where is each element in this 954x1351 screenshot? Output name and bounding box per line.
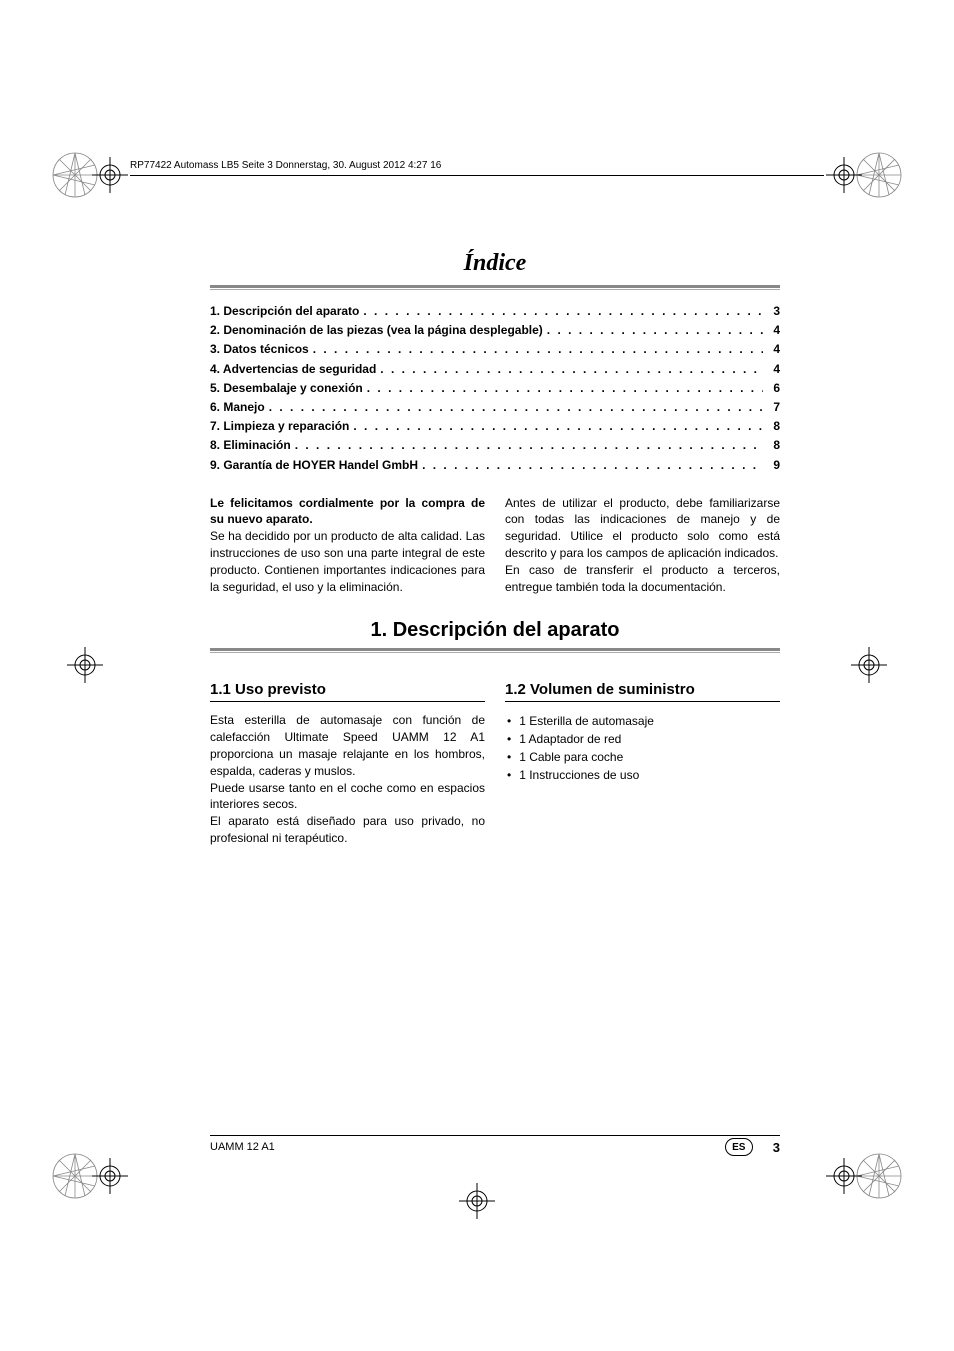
subsection-rule bbox=[210, 701, 485, 702]
section-underline bbox=[210, 648, 780, 653]
toc-item: 5. Desembalaje y conexión . . . . . . . … bbox=[210, 379, 780, 398]
toc-label: 3. Datos técnicos bbox=[210, 340, 309, 359]
language-badge: ES bbox=[725, 1138, 753, 1156]
toc-page: 8 bbox=[767, 417, 780, 436]
intro-paragraph: Antes de utilizar el producto, debe fami… bbox=[505, 495, 780, 562]
page-title: Índice bbox=[210, 250, 780, 277]
register-mark bbox=[849, 645, 889, 685]
toc-dots: . . . . . . . . . . . . . . . . . . . . … bbox=[380, 360, 763, 379]
list-item-text: 1 Cable para coche bbox=[519, 748, 623, 766]
toc-item: 9. Garantía de HOYER Handel GmbH . . . .… bbox=[210, 456, 780, 475]
toc-label: 8. Eliminación bbox=[210, 436, 291, 455]
toc-page: 4 bbox=[767, 340, 780, 359]
table-of-contents: 1. Descripción del aparato . . . . . . .… bbox=[210, 302, 780, 475]
toc-item: 1. Descripción del aparato . . . . . . .… bbox=[210, 302, 780, 321]
subsection-rule bbox=[505, 701, 780, 702]
toc-label: 1. Descripción del aparato bbox=[210, 302, 359, 321]
toc-item: 7. Limpieza y reparación . . . . . . . .… bbox=[210, 417, 780, 436]
toc-item: 6. Manejo . . . . . . . . . . . . . . . … bbox=[210, 398, 780, 417]
toc-page: 4 bbox=[767, 321, 780, 340]
toc-label: 6. Manejo bbox=[210, 398, 265, 417]
register-mark bbox=[457, 1181, 497, 1221]
page-footer: UAMM 12 A1 ES 3 bbox=[210, 1138, 780, 1156]
intro-paragraph: En caso de transferir el producto a terc… bbox=[505, 562, 780, 596]
register-mark bbox=[65, 645, 105, 685]
header-rule bbox=[130, 175, 824, 176]
intro-bold: Le felicitamos cordialmente por la compr… bbox=[210, 496, 485, 527]
subsection-scope-of-delivery: 1.2 Volumen de suministro •1 Esterilla d… bbox=[505, 681, 780, 846]
body-paragraph: Puede usarse tanto en el coche como en e… bbox=[210, 780, 485, 814]
toc-label: 2. Denominación de las piezas (vea la pá… bbox=[210, 321, 543, 340]
supply-list: •1 Esterilla de automasaje •1 Adaptador … bbox=[505, 712, 780, 784]
toc-page: 3 bbox=[767, 302, 780, 321]
body-paragraph: Esta esterilla de automasaje con función… bbox=[210, 712, 485, 779]
toc-item: 8. Eliminación . . . . . . . . . . . . .… bbox=[210, 436, 780, 455]
toc-dots: . . . . . . . . . . . . . . . . . . . . … bbox=[367, 379, 764, 398]
list-item-text: 1 Adaptador de red bbox=[519, 730, 621, 748]
toc-item: 2. Denominación de las piezas (vea la pá… bbox=[210, 321, 780, 340]
list-item-text: 1 Esterilla de automasaje bbox=[519, 712, 654, 730]
subsection-intended-use: 1.1 Uso previsto Esta esterilla de autom… bbox=[210, 681, 485, 846]
intro-paragraph: Se ha decidido por un producto de alta c… bbox=[210, 528, 485, 595]
toc-page: 6 bbox=[767, 379, 780, 398]
toc-dots: . . . . . . . . . . . . . . . . . . . . … bbox=[547, 321, 764, 340]
list-item: •1 Esterilla de automasaje bbox=[505, 712, 780, 730]
intro-text: Le felicitamos cordialmente por la compr… bbox=[210, 495, 780, 596]
subsection-heading: 1.1 Uso previsto bbox=[210, 681, 485, 698]
toc-dots: . . . . . . . . . . . . . . . . . . . . … bbox=[353, 417, 763, 436]
title-underline bbox=[210, 285, 780, 290]
list-item: •1 Instrucciones de uso bbox=[505, 766, 780, 784]
register-mark bbox=[824, 1156, 864, 1196]
toc-dots: . . . . . . . . . . . . . . . . . . . . … bbox=[269, 398, 764, 417]
register-mark bbox=[824, 155, 864, 195]
toc-dots: . . . . . . . . . . . . . . . . . . . . … bbox=[313, 340, 764, 359]
toc-dots: . . . . . . . . . . . . . . . . . . . . … bbox=[363, 302, 763, 321]
print-header: RP77422 Automass LB5 Seite 3 Donnerstag,… bbox=[130, 160, 441, 171]
list-item: •1 Cable para coche bbox=[505, 748, 780, 766]
toc-item: 4. Advertencias de seguridad . . . . . .… bbox=[210, 360, 780, 379]
toc-page: 7 bbox=[767, 398, 780, 417]
toc-item: 3. Datos técnicos . . . . . . . . . . . … bbox=[210, 340, 780, 359]
toc-dots: . . . . . . . . . . . . . . . . . . . . … bbox=[422, 456, 763, 475]
list-item: •1 Adaptador de red bbox=[505, 730, 780, 748]
register-mark bbox=[90, 155, 130, 195]
toc-page: 8 bbox=[767, 436, 780, 455]
toc-page: 4 bbox=[767, 360, 780, 379]
page-number: 3 bbox=[773, 1140, 780, 1155]
toc-page: 9 bbox=[767, 456, 780, 475]
toc-dots: . . . . . . . . . . . . . . . . . . . . … bbox=[295, 436, 764, 455]
register-mark bbox=[90, 1156, 130, 1196]
toc-label: 4. Advertencias de seguridad bbox=[210, 360, 376, 379]
subsection-heading: 1.2 Volumen de suministro bbox=[505, 681, 780, 698]
toc-label: 9. Garantía de HOYER Handel GmbH bbox=[210, 456, 418, 475]
toc-label: 7. Limpieza y reparación bbox=[210, 417, 349, 436]
toc-label: 5. Desembalaje y conexión bbox=[210, 379, 363, 398]
section-title: 1. Descripción del aparato bbox=[210, 619, 780, 642]
list-item-text: 1 Instrucciones de uso bbox=[519, 766, 639, 784]
body-paragraph: El aparato está diseñado para uso privad… bbox=[210, 813, 485, 847]
footer-rule bbox=[210, 1135, 780, 1136]
footer-model: UAMM 12 A1 bbox=[210, 1141, 275, 1153]
